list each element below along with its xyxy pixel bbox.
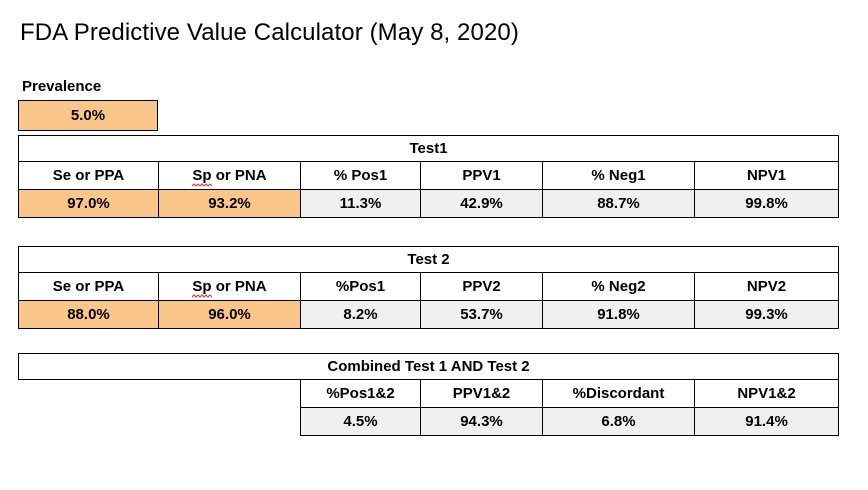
test1-header-row: Se or PPA Sp or PNA % Pos1 PPV1 % Neg1 N… (18, 161, 840, 190)
combined-table-block: Combined Test 1 AND Test 2 %Pos1&2 PPV1&… (17, 353, 840, 436)
prevalence-label: Prevalence (22, 78, 102, 95)
test1-col-header-pospct: % Pos1 (300, 161, 421, 190)
test1-value-negpct: 88.7% (542, 189, 695, 218)
test1-value-pospct: 11.3% (300, 189, 421, 218)
test1-col-header-sp: Sp or PNA (158, 161, 301, 190)
test2-value-npv2: 99.3% (693, 300, 840, 329)
combined-header-row: %Pos1&2 PPV1&2 %Discordant NPV1&2 (18, 379, 840, 408)
combined-value-discordant: 6.8% (542, 407, 695, 436)
combined-col-header-discordant: %Discordant (542, 379, 695, 408)
test2-col-header-se: Se or PPA (18, 272, 159, 301)
test2-col-header-npv2: NPV2 (693, 272, 840, 301)
test2-title-row: Test 2 (17, 246, 840, 273)
combined-col-header-ppv: PPV1&2 (420, 379, 543, 408)
combined-table: Combined Test 1 AND Test 2 %Pos1&2 PPV1&… (17, 353, 840, 436)
test1-value-ppv1: 42.9% (420, 189, 543, 218)
test1-title-row: Test1 (17, 135, 840, 162)
test1-col-header-ppv1: PPV1 (420, 161, 543, 190)
test1-table-block: Test1 Se or PPA Sp or PNA % Pos1 PPV1 % … (17, 135, 840, 218)
test2-header-row: Se or PPA Sp or PNA %Pos1 PPV2 % Neg2 NP… (18, 272, 840, 301)
combined-header-spacer (18, 379, 301, 408)
test2-value-sp[interactable]: 96.0% (158, 300, 301, 329)
combined-col-header-npv: NPV1&2 (693, 379, 840, 408)
test2-data-row: 88.0% 96.0% 8.2% 53.7% 91.8% 99.3% (18, 300, 840, 329)
combined-value-pos: 4.5% (300, 407, 421, 436)
spellcheck-squiggle-icon (192, 183, 213, 187)
test1-col-header-npv1: NPV1 (693, 161, 840, 190)
combined-value-npv: 91.4% (693, 407, 840, 436)
test1-col-header-se: Se or PPA (18, 161, 159, 190)
combined-value-ppv: 94.3% (420, 407, 543, 436)
combined-data-row: 4.5% 94.3% 6.8% 91.4% (18, 407, 840, 436)
test1-table: Test1 Se or PPA Sp or PNA % Pos1 PPV1 % … (17, 135, 840, 218)
test2-table: Test 2 Se or PPA Sp or PNA %Pos1 PPV2 % … (17, 246, 840, 329)
test1-value-npv1: 99.8% (693, 189, 840, 218)
test2-value-se[interactable]: 88.0% (18, 300, 159, 329)
test2-value-pospct: 8.2% (300, 300, 421, 329)
sp-misspelled-word: Sp or PNA (192, 278, 267, 298)
combined-title-row: Combined Test 1 AND Test 2 (17, 353, 840, 380)
spellcheck-squiggle-icon (192, 294, 213, 298)
test1-value-sp[interactable]: 93.2% (158, 189, 301, 218)
test2-col-header-pospct: %Pos1 (300, 272, 421, 301)
sp-misspelled-word: Sp or PNA (192, 167, 267, 187)
test2-value-negpct: 91.8% (542, 300, 695, 329)
combined-title: Combined Test 1 AND Test 2 (17, 353, 840, 380)
test1-col-header-negpct: % Neg1 (542, 161, 695, 190)
test1-title: Test1 (17, 135, 840, 162)
combined-data-spacer (18, 407, 301, 436)
test2-title: Test 2 (17, 246, 840, 273)
test2-col-header-negpct: % Neg2 (542, 272, 695, 301)
test2-value-ppv2: 53.7% (420, 300, 543, 329)
page-title: FDA Predictive Value Calculator (May 8, … (20, 19, 519, 46)
test1-data-row: 97.0% 93.2% 11.3% 42.9% 88.7% 99.8% (18, 189, 840, 218)
test1-col-header-sp-text: Sp or PNA (192, 167, 267, 184)
test2-col-header-sp-text: Sp or PNA (192, 278, 267, 295)
combined-col-header-pos: %Pos1&2 (300, 379, 421, 408)
test2-col-header-sp: Sp or PNA (158, 272, 301, 301)
test2-table-block: Test 2 Se or PPA Sp or PNA %Pos1 PPV2 % … (17, 246, 840, 329)
prevalence-input-cell[interactable]: 5.0% (18, 100, 158, 131)
test2-col-header-ppv2: PPV2 (420, 272, 543, 301)
test1-value-se[interactable]: 97.0% (18, 189, 159, 218)
